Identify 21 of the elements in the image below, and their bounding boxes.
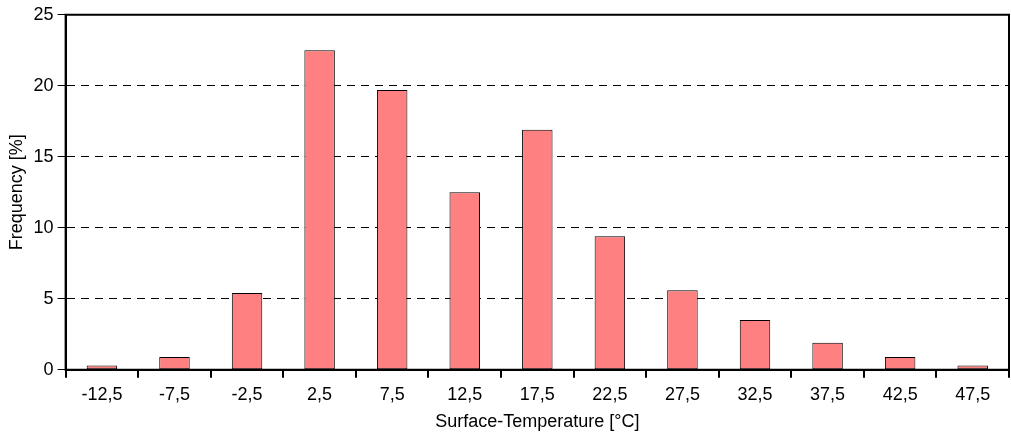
y-tick-label: 25 [33, 3, 54, 24]
x-tick-label: -2,5 [231, 383, 263, 404]
x-axis-title: Surface-Temperature [°C] [435, 411, 640, 432]
x-tick-label: -12,5 [81, 383, 123, 404]
x-tick-label: 12,5 [447, 383, 483, 404]
y-tick-label: 15 [33, 145, 54, 166]
x-tick-label: 32,5 [737, 383, 773, 404]
x-tick-label: 22,5 [592, 383, 628, 404]
y-tick-label: 5 [43, 287, 54, 308]
x-tick-label: 37,5 [810, 383, 846, 404]
x-tick-label: 17,5 [519, 383, 555, 404]
x-tick-label: 7,5 [379, 383, 405, 404]
y-tick-label: 20 [33, 74, 54, 95]
x-tick-label: -7,5 [158, 383, 190, 404]
x-tick-label: 47,5 [955, 383, 991, 404]
x-tick-label: 2,5 [307, 383, 333, 404]
y-tick-label: 10 [33, 216, 54, 237]
x-tick-label: 42,5 [882, 383, 918, 404]
y-tick-label: 0 [43, 358, 54, 379]
y-axis-title: Frequency [%] [5, 134, 26, 251]
x-tick-label: 27,5 [664, 383, 700, 404]
